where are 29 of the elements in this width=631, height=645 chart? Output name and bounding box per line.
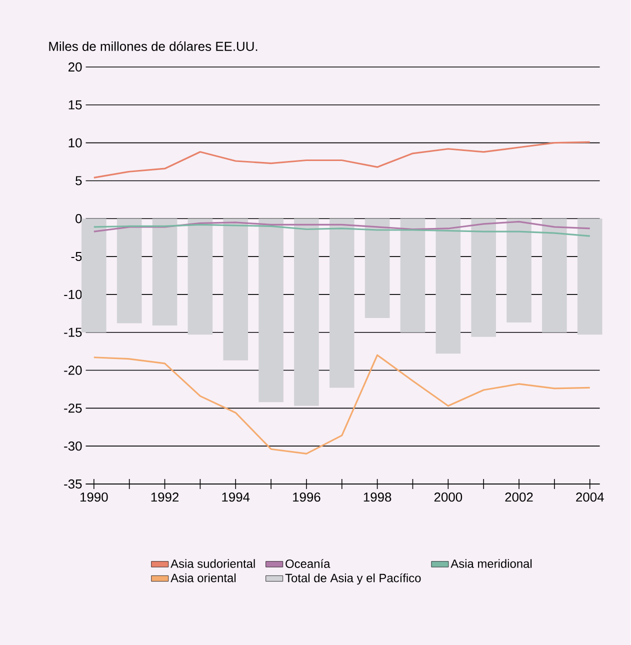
x-tick-label: 1996 <box>293 492 320 502</box>
x-tick-label: 1994 <box>222 492 250 502</box>
y-axis-title: Miles de millones de dólares EE.UU. <box>49 41 258 51</box>
legend-label: Total de Asia y el Pacífico <box>285 573 421 585</box>
y-tick-label: -30 <box>64 441 82 451</box>
y-tick-label: -5 <box>71 252 82 262</box>
line-series <box>93 354 591 454</box>
x-tick-label: 1998 <box>364 492 392 502</box>
y-tick-label: 0 <box>76 214 82 224</box>
y-tick-label: 5 <box>76 176 82 186</box>
legend-label: Asia sudoriental <box>170 559 255 568</box>
y-tick-label: 15 <box>68 100 82 110</box>
line-series <box>93 141 591 178</box>
x-tick-label: 2004 <box>576 492 604 502</box>
x-tick-label: 2002 <box>505 492 533 502</box>
y-tick-label: -10 <box>64 290 82 300</box>
legend-label: Asia meridional <box>450 559 532 568</box>
y-tick-label: 10 <box>68 138 82 148</box>
x-tick-label: 2000 <box>434 492 462 502</box>
y-tick-label: -25 <box>64 404 82 413</box>
x-tick-label: 1992 <box>151 492 179 502</box>
line-series <box>93 224 591 237</box>
y-tick-label: -15 <box>64 328 82 337</box>
y-tick-label: 20 <box>68 62 82 72</box>
legend-label: Oceanía <box>286 559 330 568</box>
y-tick-label: -35 <box>64 479 82 489</box>
legend-label: Asia oriental <box>170 573 236 582</box>
x-tick-label: 1990 <box>80 492 108 502</box>
y-tick-label: -20 <box>64 366 82 375</box>
